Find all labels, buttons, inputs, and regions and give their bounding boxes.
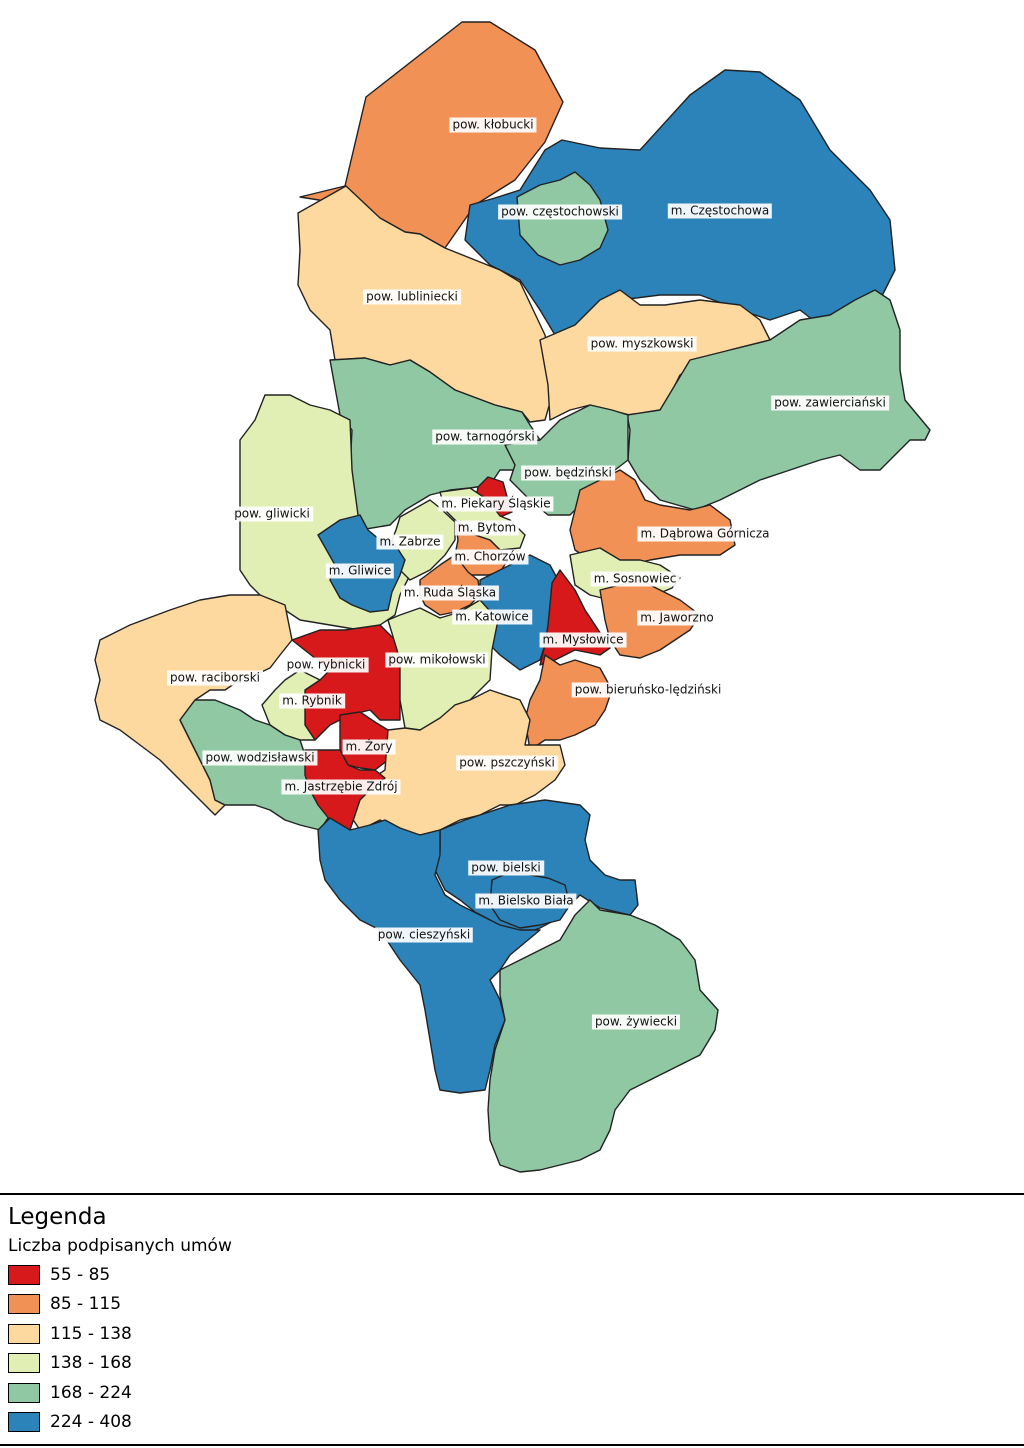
legend-title: Legenda: [8, 1204, 107, 1230]
region-label: m. Gliwice: [325, 563, 395, 579]
legend-item: 138 - 168: [8, 1349, 232, 1379]
legend-swatch: [8, 1323, 40, 1344]
legend-swatch: [8, 1294, 40, 1315]
region-label: pow. cieszyński: [374, 927, 474, 943]
region-label: m. Jastrzębie Zdrój: [281, 779, 401, 795]
region-label: m. Ruda Śląska: [400, 585, 500, 601]
region-label: m. Katowice: [452, 609, 532, 625]
region-label: pow. bielski: [468, 860, 544, 876]
legend-item-label: 115 - 138: [50, 1323, 132, 1344]
region-label: m. Mysłowice: [539, 632, 627, 648]
region-label: pow. raciborski: [167, 670, 263, 686]
legend-item-label: 168 - 224: [50, 1382, 132, 1403]
legend-bottom-divider: [0, 1444, 1024, 1446]
region-label: pow. pszczyński: [456, 755, 558, 771]
region-label: m. Piekary Śląskie: [438, 496, 554, 512]
map-canvas: [94, 21, 931, 1173]
region-label: m. Bytom: [454, 520, 520, 536]
region-label: m. Dąbrowa Górnicza: [637, 526, 773, 542]
legend-swatch: [8, 1353, 40, 1374]
region-label: m. Zabrze: [376, 534, 444, 550]
region-label: pow. tarnogórski: [432, 429, 538, 445]
region-label: m. Bielsko Biała: [475, 893, 577, 909]
legend-item: 85 - 115: [8, 1290, 232, 1320]
region-label: pow. lubliniecki: [363, 289, 461, 305]
legend-swatch: [8, 1382, 40, 1403]
legend-item-label: 224 - 408: [50, 1412, 132, 1433]
region-pow-cieszyński: [317, 817, 541, 1094]
region-label: pow. myszkowski: [587, 336, 697, 352]
legend-item: 115 - 138: [8, 1319, 232, 1349]
region-label: m. Jaworzno: [637, 610, 717, 626]
region-label: m. Rybnik: [279, 693, 345, 709]
region-label: pow. będziński: [521, 465, 615, 481]
legend: Legenda Liczba podpisanych umów 55 - 85 …: [8, 1203, 232, 1437]
legend-item: 224 - 408: [8, 1408, 232, 1438]
region-label: m. Chorzów: [451, 549, 529, 565]
legend-item: 55 - 85: [8, 1260, 232, 1290]
region-label: pow. zawierciański: [771, 395, 889, 411]
region-label: pow. mikołowski: [385, 652, 489, 668]
region-label: m. Częstochowa: [667, 203, 773, 219]
region-label: m. Sosnowiec: [590, 571, 680, 587]
legend-subtitle: Liczba podpisanych umów: [8, 1236, 232, 1256]
legend-top-divider: [0, 1193, 1024, 1195]
region-pow-bieruńsko-lędziński: [524, 654, 613, 751]
legend-item: 168 - 224: [8, 1378, 232, 1408]
legend-item-label: 138 - 168: [50, 1353, 132, 1374]
legend-swatch: [8, 1264, 40, 1285]
region-label: pow. żywiecki: [591, 1014, 681, 1030]
region-pow-żywiecki: [487, 899, 719, 1173]
region-label: pow. kłobucki: [449, 117, 537, 133]
legend-item-label: 55 - 85: [50, 1264, 111, 1285]
region-label: pow. rybnicki: [283, 657, 369, 673]
region-label: pow. bieruńsko-lędziński: [571, 682, 725, 698]
region-label: pow. gliwicki: [231, 506, 313, 522]
region-label: m. Żory: [342, 739, 396, 755]
choropleth-map: pow. kłobucki m. Częstochowa pow. częstoch…: [94, 21, 931, 1173]
region-label: pow. wodzisławski: [202, 750, 318, 766]
region-label: pow. częstochowski: [498, 204, 622, 220]
legend-item-label: 85 - 115: [50, 1294, 122, 1315]
legend-swatch: [8, 1412, 40, 1433]
